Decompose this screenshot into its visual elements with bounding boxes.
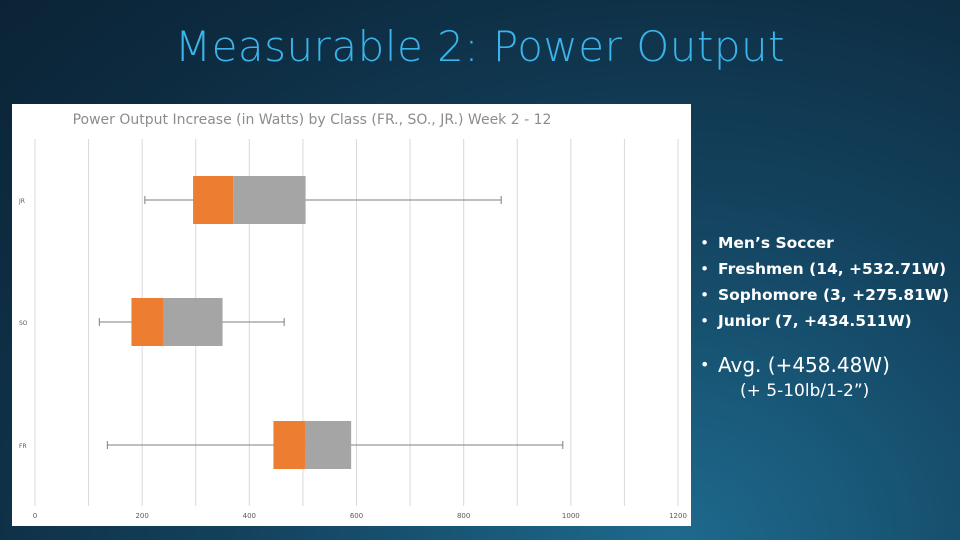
x-tick-label: 0 bbox=[33, 512, 37, 520]
bullet-item: Junior (7, +434.511W) bbox=[698, 308, 960, 334]
x-tick-label: 800 bbox=[457, 512, 470, 520]
boxes bbox=[98, 176, 564, 469]
box-upper-quartile bbox=[305, 421, 352, 469]
bullet-list: Men’s Soccer Freshmen (14, +532.71W) Sop… bbox=[698, 230, 960, 334]
bullet-item: Sophomore (3, +275.81W) bbox=[698, 282, 960, 308]
bullet-panel: Men’s Soccer Freshmen (14, +532.71W) Sop… bbox=[698, 230, 960, 402]
x-tick-label: 400 bbox=[243, 512, 256, 520]
box-upper-quartile bbox=[233, 176, 306, 224]
average-bullet: Avg. (+458.48W) bbox=[698, 352, 960, 378]
box-plot-chart: Power Output Increase (in Watts) by Clas… bbox=[12, 104, 691, 526]
chart-title: Power Output Increase (in Watts) by Clas… bbox=[73, 112, 552, 128]
category-label: SO bbox=[19, 320, 28, 327]
x-tick-label: 600 bbox=[350, 512, 363, 520]
box-lower-quartile bbox=[273, 421, 306, 469]
box-upper-quartile bbox=[163, 298, 223, 346]
axis-labels: 0 200 400 600 800 1000 1200 JR SO FR bbox=[18, 198, 687, 520]
x-tick-label: 200 bbox=[135, 512, 148, 520]
category-label: FR bbox=[19, 443, 27, 450]
box-lower-quartile bbox=[131, 298, 164, 346]
box-lower-quartile bbox=[193, 176, 234, 224]
chart-svg: Power Output Increase (in Watts) by Clas… bbox=[18, 112, 687, 520]
average-note: (+ 5-10lb/1-2”) bbox=[740, 381, 870, 401]
x-tick-label: 1000 bbox=[562, 512, 580, 520]
x-tick-label: 1200 bbox=[669, 512, 687, 520]
category-label: JR bbox=[18, 198, 25, 205]
slide-title: Measurable 2: Power Output bbox=[174, 22, 786, 71]
bullet-item: Men’s Soccer bbox=[698, 230, 960, 256]
bullet-item: Freshmen (14, +532.71W) bbox=[698, 256, 960, 282]
